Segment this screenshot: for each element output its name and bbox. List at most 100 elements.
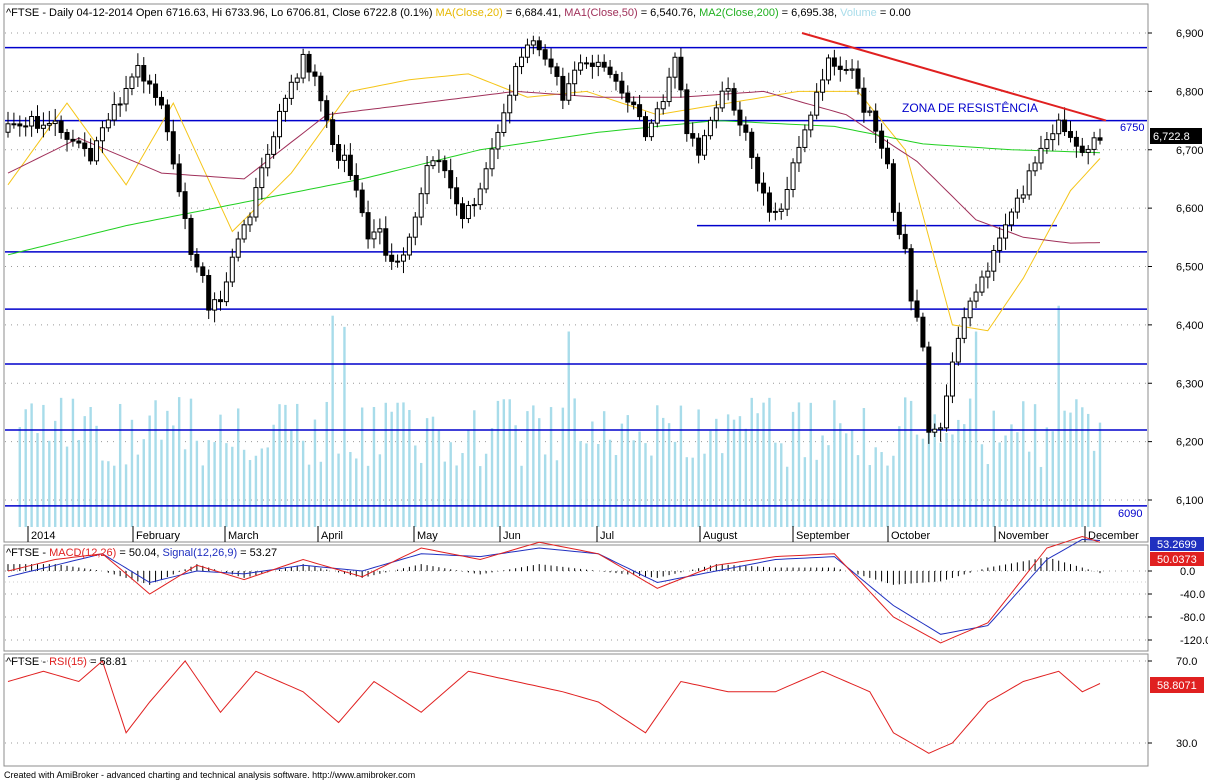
- price-bar: [46, 110, 52, 131]
- volume-bar: [118, 403, 122, 527]
- price-bar: [1026, 163, 1032, 200]
- price-body: [176, 163, 182, 193]
- price-body: [1091, 137, 1097, 150]
- price-bar: [300, 48, 306, 84]
- volume-bar: [927, 431, 931, 527]
- price-body: [70, 138, 76, 142]
- price-bar: [336, 134, 342, 169]
- price-body: [111, 104, 117, 121]
- price-bar: [395, 254, 401, 268]
- price-bar: [932, 423, 938, 437]
- price-bar: [938, 422, 944, 442]
- price-bar: [654, 101, 660, 128]
- volume-bar: [1051, 431, 1054, 527]
- price-bar: [418, 187, 424, 226]
- price-body: [660, 101, 666, 110]
- volume-bar: [904, 397, 907, 527]
- volume-bar: [408, 410, 411, 527]
- volume-bar: [183, 449, 187, 527]
- price-body: [241, 224, 247, 240]
- price-body: [820, 79, 826, 93]
- volume-bar: [148, 415, 151, 527]
- price-bar: [471, 197, 477, 217]
- price-bar: [761, 172, 767, 206]
- price-bar: [223, 272, 229, 307]
- price-bar: [542, 44, 548, 66]
- price-body: [1014, 197, 1020, 213]
- price-bar: [64, 128, 70, 152]
- volume-bar: [703, 453, 706, 527]
- volume-bar: [496, 400, 500, 527]
- price-body: [719, 90, 725, 109]
- volume-bar: [750, 397, 753, 527]
- price-body: [212, 299, 218, 311]
- price-bar: [436, 149, 442, 173]
- price-bar: [359, 182, 365, 217]
- price-body: [206, 275, 212, 311]
- volume-bar: [561, 407, 565, 527]
- price-bar: [967, 297, 973, 327]
- x-tick-label: December: [1088, 530, 1139, 542]
- volume-bar: [768, 397, 771, 527]
- price-bar: [619, 72, 625, 100]
- price-bar: [176, 154, 182, 197]
- price-bar: [1062, 107, 1068, 136]
- main-x-axis: 2014 February March April May Jun Jul August Sep…: [27, 526, 1139, 542]
- price-body: [129, 76, 135, 89]
- volume-bar: [425, 418, 429, 527]
- volume-bar: [1086, 413, 1090, 527]
- price-bar: [330, 111, 336, 153]
- volume-bar: [738, 416, 742, 527]
- price-body: [737, 109, 743, 126]
- ma50-line: [7, 90, 1101, 244]
- volume-bar: [343, 326, 346, 527]
- macd-panel-frame: [3, 544, 1149, 652]
- price-body: [318, 75, 324, 102]
- price-bar: [141, 57, 147, 94]
- price-body: [713, 107, 719, 121]
- y-tick-label: 6,600: [1176, 203, 1204, 215]
- price-body: [454, 187, 460, 205]
- price-bar: [454, 177, 460, 216]
- y-tick-label: 6,100: [1176, 495, 1204, 507]
- price-bar: [749, 128, 755, 170]
- price-bar: [944, 384, 950, 432]
- price-bar: [1085, 145, 1091, 165]
- volume-bar: [726, 414, 730, 527]
- price-bar: [483, 162, 489, 194]
- price-body: [761, 182, 767, 194]
- volume-bar: [898, 426, 901, 527]
- price-bar: [790, 158, 796, 198]
- volume-bar: [437, 430, 441, 527]
- price-body: [306, 53, 312, 73]
- signal-line: [7, 538, 1101, 635]
- price-bar: [460, 197, 466, 229]
- price-bar: [424, 156, 430, 205]
- price-bar: [400, 247, 406, 274]
- volume-bar: [325, 401, 328, 527]
- rsi-badge: 58.8071: [1150, 677, 1204, 693]
- volume-bar: [839, 423, 842, 527]
- price-bar: [135, 53, 141, 87]
- price-bar: [572, 61, 578, 96]
- price-body: [1020, 194, 1026, 199]
- volume-bar: [36, 433, 39, 527]
- volume-bar: [797, 402, 801, 527]
- volume-bar: [278, 404, 281, 527]
- rsi-line: [7, 660, 1101, 754]
- price-body: [82, 142, 88, 149]
- price-body: [5, 123, 11, 133]
- price-body: [938, 427, 944, 430]
- price-body: [141, 65, 147, 82]
- price-bar: [412, 212, 418, 246]
- volume-bar: [237, 408, 240, 527]
- price-bar: [707, 116, 713, 140]
- volume-bar: [579, 441, 582, 527]
- price-body: [1003, 224, 1009, 239]
- ma200-line: [7, 120, 1101, 256]
- volume-bar: [1022, 401, 1025, 527]
- volume-bar: [868, 465, 871, 527]
- volume-bar: [585, 443, 588, 527]
- volume-bar: [538, 418, 541, 527]
- price-body: [637, 104, 643, 118]
